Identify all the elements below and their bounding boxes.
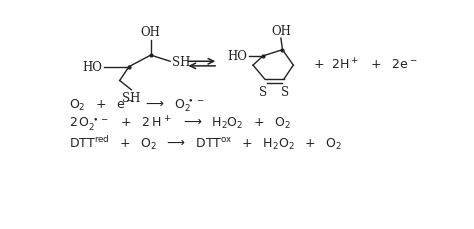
Text: SH: SH (172, 55, 190, 68)
Text: HO: HO (83, 61, 103, 74)
Text: OH: OH (141, 26, 161, 39)
Text: S: S (259, 86, 267, 99)
Text: $+\ \ 2\mathrm{H}^+\ \ +\ \ 2\mathrm{e}^-$: $+\ \ 2\mathrm{H}^+\ \ +\ \ 2\mathrm{e}^… (313, 57, 418, 72)
Text: OH: OH (272, 25, 292, 38)
Text: $2\,\mathrm{O}_2^{\,\bullet-}\ \ +\ \ 2\,\mathrm{H}^+\ \ \longrightarrow\ \ \mat: $2\,\mathrm{O}_2^{\,\bullet-}\ \ +\ \ 2\… (69, 114, 291, 133)
Text: S: S (282, 86, 290, 99)
Text: $\mathrm{O}_2\ \ +\ \ \mathrm{e}^-\ \ \longrightarrow\ \ \mathrm{O}_2^{\,\bullet: $\mathrm{O}_2\ \ +\ \ \mathrm{e}^-\ \ \l… (69, 97, 204, 114)
Text: SH: SH (122, 92, 140, 105)
Text: $\mathrm{DTT}^{\mathrm{red}}\ \ +\ \ \mathrm{O}_2\ \ \longrightarrow\ \ \mathrm{: $\mathrm{DTT}^{\mathrm{red}}\ \ +\ \ \ma… (69, 134, 342, 151)
Text: HO: HO (228, 50, 247, 63)
